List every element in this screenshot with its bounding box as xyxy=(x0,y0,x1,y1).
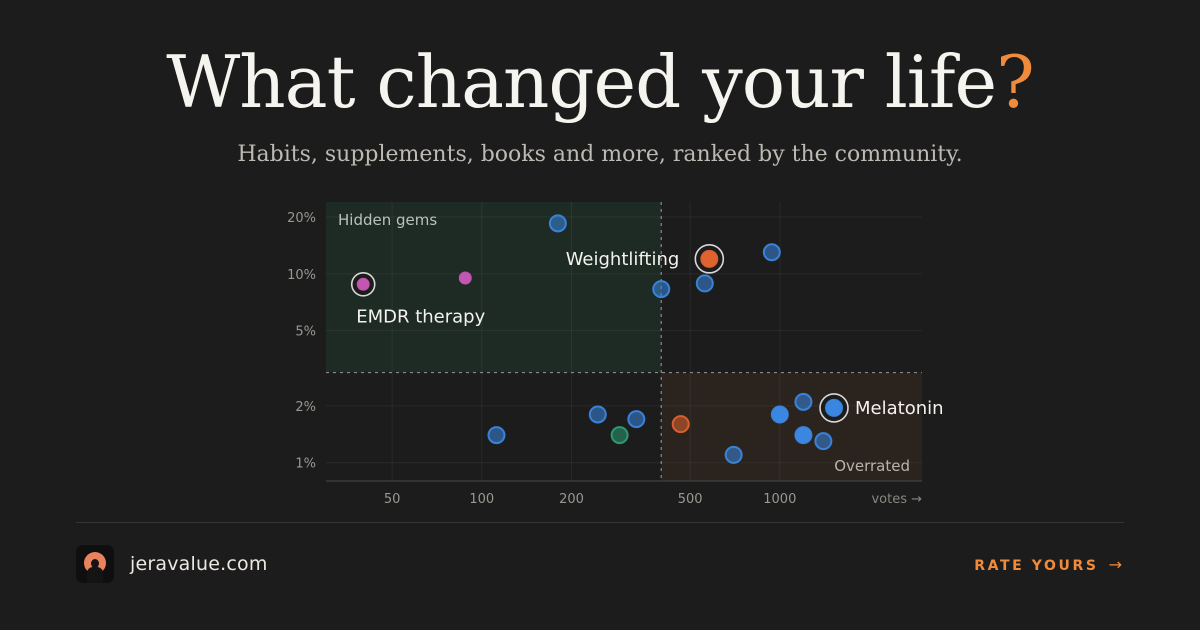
x-tick-label: 1000 xyxy=(763,492,796,507)
data-point xyxy=(458,271,472,285)
x-tick-label: 100 xyxy=(469,492,494,507)
title-text: What changed your life xyxy=(166,40,997,124)
quadrant-label-hidden-gems: Hidden gems xyxy=(338,211,437,229)
data-point xyxy=(695,274,714,293)
page-title: What changed your life? xyxy=(0,34,1200,130)
quadrant-overrated xyxy=(661,372,922,481)
x-tick-label: 50 xyxy=(384,492,401,507)
data-point xyxy=(627,410,646,429)
quadrant-hidden-gems xyxy=(326,202,662,373)
data-point xyxy=(770,405,789,424)
x-tick-label: 200 xyxy=(559,492,584,507)
data-point xyxy=(671,415,690,434)
data-point xyxy=(825,398,844,417)
title-question-mark: ? xyxy=(996,40,1035,124)
cta-label: RATE YOURS xyxy=(974,558,1099,574)
data-point xyxy=(356,277,370,291)
arrow-right-icon: → xyxy=(1108,555,1122,574)
scatter-chart: 50 100 200 500 1000 1% 2% 5% 10% 20% votes → Hidden… xyxy=(287,202,944,507)
point-label: Melatonin xyxy=(855,398,944,419)
brand: jeravalue.com xyxy=(76,545,268,583)
data-point xyxy=(548,214,567,233)
y-tick-label: 20% xyxy=(287,211,316,226)
x-axis-label: votes → xyxy=(871,492,922,507)
data-point xyxy=(487,426,506,445)
data-point xyxy=(814,432,833,451)
data-point xyxy=(794,426,813,445)
footer-divider xyxy=(76,522,1124,523)
brand-logo xyxy=(76,545,114,583)
rate-yours-link[interactable]: RATE YOURS → xyxy=(974,555,1122,574)
data-point xyxy=(700,249,719,268)
y-tick-label: 10% xyxy=(287,268,316,283)
data-point xyxy=(588,405,607,424)
data-point xyxy=(652,280,671,299)
data-point xyxy=(610,426,629,445)
data-point xyxy=(762,243,781,262)
brand-name: jeravalue.com xyxy=(130,553,268,575)
data-point xyxy=(724,445,743,464)
data-point xyxy=(794,392,813,411)
x-tick-label: 500 xyxy=(678,492,703,507)
page-subtitle: Habits, supplements, books and more, ran… xyxy=(237,142,963,167)
point-label: EMDR therapy xyxy=(356,306,485,327)
y-tick-label: 1% xyxy=(295,457,316,472)
y-tick-label: 2% xyxy=(295,400,316,415)
y-tick-label: 5% xyxy=(295,325,316,340)
point-label: Weightlifting xyxy=(566,249,680,270)
quadrant-label-overrated: Overrated xyxy=(834,457,910,475)
